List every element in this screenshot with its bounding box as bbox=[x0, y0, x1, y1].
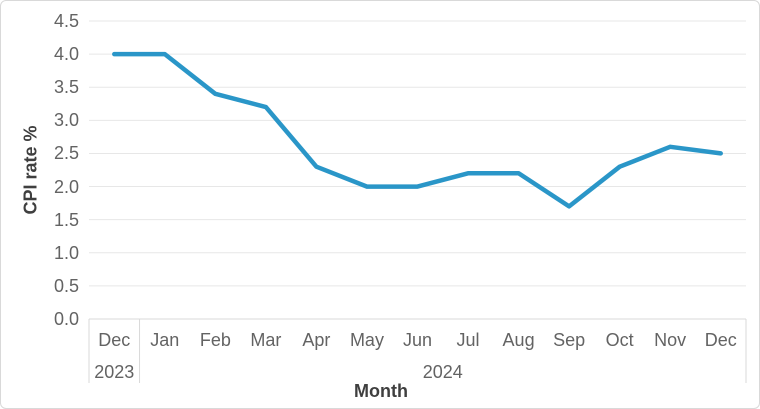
x-month-label: Jun bbox=[402, 330, 433, 350]
y-tick-label: 2.0 bbox=[53, 176, 79, 197]
x-month-label: Mar bbox=[250, 330, 282, 350]
y-tick-label: 2.5 bbox=[53, 143, 79, 164]
x-month-label: Aug bbox=[502, 330, 535, 350]
x-axis-title: Month bbox=[354, 381, 408, 401]
y-tick-label: 0.0 bbox=[53, 309, 79, 329]
x-month-label: Dec bbox=[704, 330, 737, 350]
x-month-label: Oct bbox=[605, 330, 634, 350]
y-tick-label: 1.0 bbox=[53, 242, 79, 263]
x-year-label: 2024 bbox=[422, 362, 463, 382]
x-month-label: Jul bbox=[456, 330, 480, 350]
x-month-label: Dec bbox=[98, 330, 131, 350]
y-tick-label: 4.0 bbox=[53, 44, 79, 65]
y-tick-label: 3.0 bbox=[53, 110, 79, 131]
x-month-label: Jan bbox=[150, 330, 180, 350]
y-tick-label: 1.5 bbox=[53, 209, 79, 230]
y-tick-label: 3.5 bbox=[53, 77, 79, 98]
cpi-rate-series-line bbox=[112, 51, 723, 209]
y-tick-label: 4.5 bbox=[53, 11, 79, 31]
x-year-label: 2023 bbox=[94, 362, 135, 382]
x-month-label: Apr bbox=[302, 330, 331, 350]
y-tick-label: 0.5 bbox=[53, 275, 79, 296]
x-month-label: Feb bbox=[199, 330, 231, 350]
y-axis-title: CPI rate % bbox=[20, 125, 41, 215]
x-month-label: May bbox=[349, 330, 384, 350]
x-month-label: Nov bbox=[654, 330, 687, 350]
x-month-label: Sep bbox=[553, 330, 586, 350]
